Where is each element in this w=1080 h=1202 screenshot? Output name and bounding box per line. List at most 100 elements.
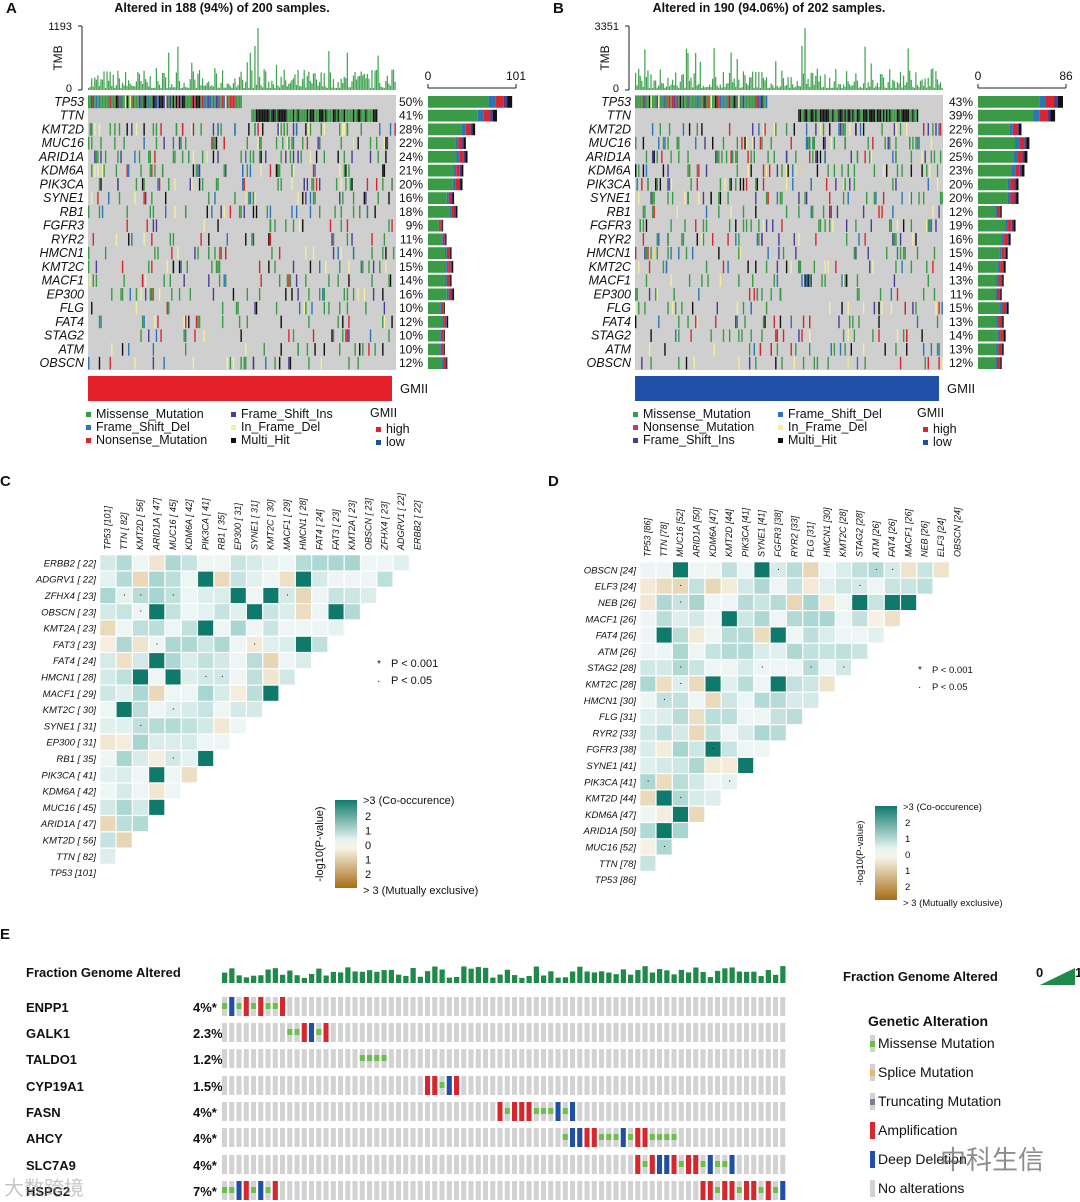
mutation-cell [238, 205, 241, 219]
legend-swatch [231, 438, 236, 443]
tmb-bar [790, 77, 792, 90]
gmii-low-swatch [376, 440, 381, 445]
gene-percent: 10% [399, 342, 423, 356]
mutation-cell [189, 95, 192, 109]
mutation-cell [192, 164, 195, 177]
mutation-cell [149, 164, 151, 177]
mutation-cell [166, 301, 168, 315]
mutation-cell [209, 95, 212, 109]
mutation-cell [818, 219, 820, 232]
interaction-cell [278, 587, 296, 604]
sample-cell [613, 997, 619, 1016]
mutation-cell [678, 136, 680, 150]
significance-mark: · [679, 678, 682, 689]
gene-percent: 9% [406, 219, 424, 233]
sample-cell [722, 1049, 728, 1068]
tmb-bar [651, 87, 654, 90]
missense-cell [265, 1187, 271, 1193]
mutation-cell [157, 178, 159, 191]
mutation-cell [748, 288, 751, 301]
mutation-cell [249, 164, 252, 177]
mutation-cell [893, 109, 896, 122]
mutation-cell [867, 136, 869, 150]
sample-cell [715, 1023, 721, 1042]
gmii-high-swatch [923, 427, 928, 432]
mutation-cell [292, 329, 295, 342]
tmb-bar [315, 79, 318, 90]
mutation-cell [297, 288, 299, 301]
mutation-cell [91, 136, 93, 150]
mutation-cell [298, 109, 301, 122]
mutation-cell [346, 288, 349, 301]
gene-percent: 39% [949, 109, 973, 123]
mutation-cell [91, 301, 93, 315]
mutation-cell [88, 356, 90, 370]
mutation-cell [191, 178, 193, 191]
mutation-cell [303, 301, 305, 315]
tmb-bar [921, 79, 923, 90]
tmb-bar [195, 87, 198, 90]
tmb-bar [872, 79, 874, 90]
mutation-cell [269, 109, 272, 122]
mutation-cell [742, 219, 745, 232]
mutation-cell [146, 95, 148, 109]
mutation-cell [847, 356, 849, 370]
mutation-cell [710, 95, 712, 109]
mutation-cell [126, 95, 128, 109]
mutation-cell [231, 95, 233, 109]
interaction-cell [770, 610, 787, 627]
amplification-cell [512, 1102, 518, 1121]
interaction-cell [688, 626, 705, 644]
interaction-cell [884, 561, 901, 578]
sample-cell [381, 1102, 387, 1121]
gene-percent: 14% [399, 274, 423, 288]
tmb-bar [896, 81, 899, 90]
mutation-cell [886, 164, 888, 177]
mutation-cell [638, 95, 640, 109]
mutation-cell [148, 150, 150, 164]
column-gene-label: NEB [26] [920, 520, 930, 557]
sample-cell [555, 1076, 561, 1095]
mutation-cell [761, 95, 763, 109]
interaction-cell [704, 561, 722, 578]
mutation-cell [342, 315, 344, 329]
tmb-bar [124, 71, 127, 90]
column-gene-label: TTN [78] [659, 521, 669, 557]
sample-cell [251, 1102, 257, 1121]
column-gene-label: ELF3 [24] [936, 517, 946, 557]
mutation-cell [882, 109, 885, 122]
interaction-cell [770, 626, 787, 644]
mutation-cell [280, 123, 282, 136]
mutation-cell [288, 109, 290, 122]
tmb-bar [188, 87, 190, 90]
interaction-cell [786, 626, 803, 644]
mutation-cell [257, 123, 259, 136]
mutation-cell [933, 150, 936, 164]
mutation-cell [203, 95, 205, 109]
column-gene-label: KDM6A [ 42] [184, 499, 194, 550]
mutation-cell [862, 123, 865, 136]
legend-swatch [778, 438, 783, 443]
mutation-cell [181, 95, 184, 109]
sample-cell [258, 1076, 264, 1095]
mutation-cell [171, 95, 173, 109]
mutation-cell [291, 205, 293, 219]
gene-count-bar [490, 109, 493, 122]
mutation-cell [303, 109, 305, 122]
missense-cell [628, 1134, 634, 1140]
gene-count-bar [452, 192, 455, 204]
sample-cell [272, 1023, 278, 1042]
gene-count-bar [978, 357, 996, 369]
mutation-cell [314, 164, 316, 177]
tmb-bar [146, 82, 148, 90]
sample-cell [490, 1049, 496, 1068]
interaction-cell [802, 594, 819, 611]
sample-cell [765, 997, 771, 1016]
gene-count-bar [1004, 329, 1006, 342]
sample-cell [403, 1049, 409, 1068]
interaction-cell [213, 701, 231, 718]
mutation-cell [223, 205, 225, 219]
tmb-bar [311, 83, 313, 90]
interaction-cell [99, 848, 116, 865]
